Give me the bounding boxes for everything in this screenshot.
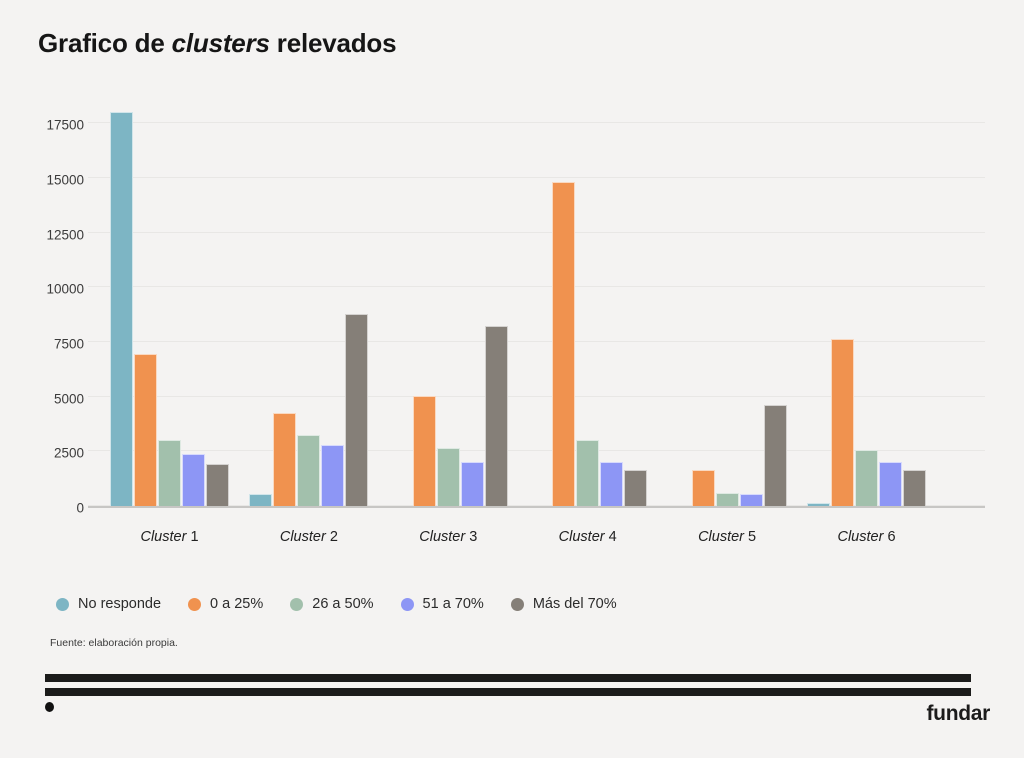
legend-item-más-del-70%: Más del 70%	[510, 596, 617, 612]
x-axis-label-cluster-6: Cluster 6	[837, 529, 896, 545]
legend-item-51-a-70%: 51 a 70%	[400, 596, 484, 612]
legend-label: 26 a 50%	[312, 596, 374, 612]
x-axis-label-cluster-4: Cluster 4	[558, 529, 617, 545]
bar-más-del-70%-cluster-2	[345, 313, 369, 506]
bar-26-a-50%-cluster-2	[297, 434, 321, 506]
bar-más-del-70%-cluster-1	[206, 464, 229, 506]
bar-0-a-25%-cluster-2	[273, 413, 297, 506]
y-tick-label: 17500	[46, 117, 84, 133]
bar-0-a-25%-cluster-6	[831, 338, 854, 506]
footer-bullet-icon	[45, 702, 54, 712]
legend-swatch-icon	[290, 597, 304, 611]
title-suffix: relevados	[269, 28, 397, 58]
y-tick-label: 10000	[46, 281, 84, 297]
bar-26-a-50%-cluster-6	[855, 450, 878, 506]
plot-area	[88, 100, 985, 508]
legend-swatch-icon	[510, 597, 524, 611]
gridline	[88, 122, 985, 124]
bar-51-a-70%-cluster-4	[600, 462, 624, 506]
x-axis-label-cluster-2: Cluster 2	[279, 529, 338, 545]
bar-0-a-25%-cluster-5	[691, 469, 715, 506]
footer-rule-bottom	[45, 688, 971, 696]
page-title: Grafico de clusters relevados	[38, 28, 397, 59]
y-tick-label: 0	[76, 500, 84, 516]
gridline	[88, 176, 985, 178]
y-tick-label: 15000	[46, 172, 84, 188]
legend-item-no-responde: No responde	[56, 596, 161, 612]
y-tick-label: 5000	[53, 391, 84, 407]
gridline	[88, 286, 985, 288]
bar-0-a-25%-cluster-3	[412, 395, 436, 506]
legend-swatch-icon	[188, 597, 202, 611]
bar-no-responde-cluster-6	[807, 502, 830, 506]
bar-26-a-50%-cluster-4	[576, 440, 600, 506]
bar-51-a-70%-cluster-1	[182, 453, 205, 506]
y-tick-label: 12500	[46, 227, 84, 243]
x-axis-label-cluster-5: Cluster 5	[698, 529, 757, 545]
gridline	[88, 450, 985, 452]
bar-26-a-50%-cluster-3	[436, 448, 460, 506]
bar-más-del-70%-cluster-6	[903, 469, 926, 506]
bar-51-a-70%-cluster-5	[739, 493, 763, 506]
bar-26-a-50%-cluster-5	[715, 492, 739, 506]
bar-más-del-70%-cluster-5	[763, 405, 787, 506]
bar-no-responde-cluster-2	[249, 493, 273, 506]
legend: No responde 0 a 25% 26 a 50% 51 a 70% Más de…	[56, 596, 617, 612]
bar-51-a-70%-cluster-2	[321, 444, 345, 506]
legend-label: 0 a 25%	[210, 596, 264, 612]
legend-label: Más del 70%	[532, 596, 617, 612]
source-note: Fuente: elaboración propia.	[50, 637, 178, 649]
legend-item-0-a-25%: 0 a 25%	[188, 596, 263, 612]
y-tick-label: 2500	[53, 445, 84, 461]
legend-label: 51 a 70%	[422, 596, 484, 612]
x-axis-label-cluster-3: Cluster 3	[419, 529, 478, 545]
gridline	[88, 340, 985, 342]
bar-0-a-25%-cluster-4	[552, 182, 576, 506]
bar-51-a-70%-cluster-3	[460, 462, 484, 506]
title-italic-word: clusters	[171, 28, 270, 58]
title-prefix: Grafico de	[38, 28, 172, 58]
legend-label: No responde	[78, 596, 162, 612]
bar-0-a-25%-cluster-1	[134, 353, 157, 506]
fundar-logo: fundar	[926, 702, 990, 725]
legend-swatch-icon	[400, 597, 414, 611]
gridline	[88, 395, 985, 397]
gridline	[88, 231, 985, 233]
legend-item-26-a-50%: 26 a 50%	[290, 596, 374, 612]
bar-26-a-50%-cluster-1	[158, 440, 181, 506]
footer-rule-top	[45, 674, 971, 682]
gridline	[88, 505, 985, 506]
x-axis-label-cluster-1: Cluster 1	[140, 529, 199, 545]
legend-swatch-icon	[56, 597, 69, 611]
y-tick-label: 7500	[53, 336, 84, 352]
bar-51-a-70%-cluster-6	[879, 462, 902, 506]
bar-más-del-70%-cluster-3	[484, 325, 508, 506]
bar-más-del-70%-cluster-4	[624, 469, 648, 506]
bar-no-responde-cluster-1	[110, 112, 133, 506]
